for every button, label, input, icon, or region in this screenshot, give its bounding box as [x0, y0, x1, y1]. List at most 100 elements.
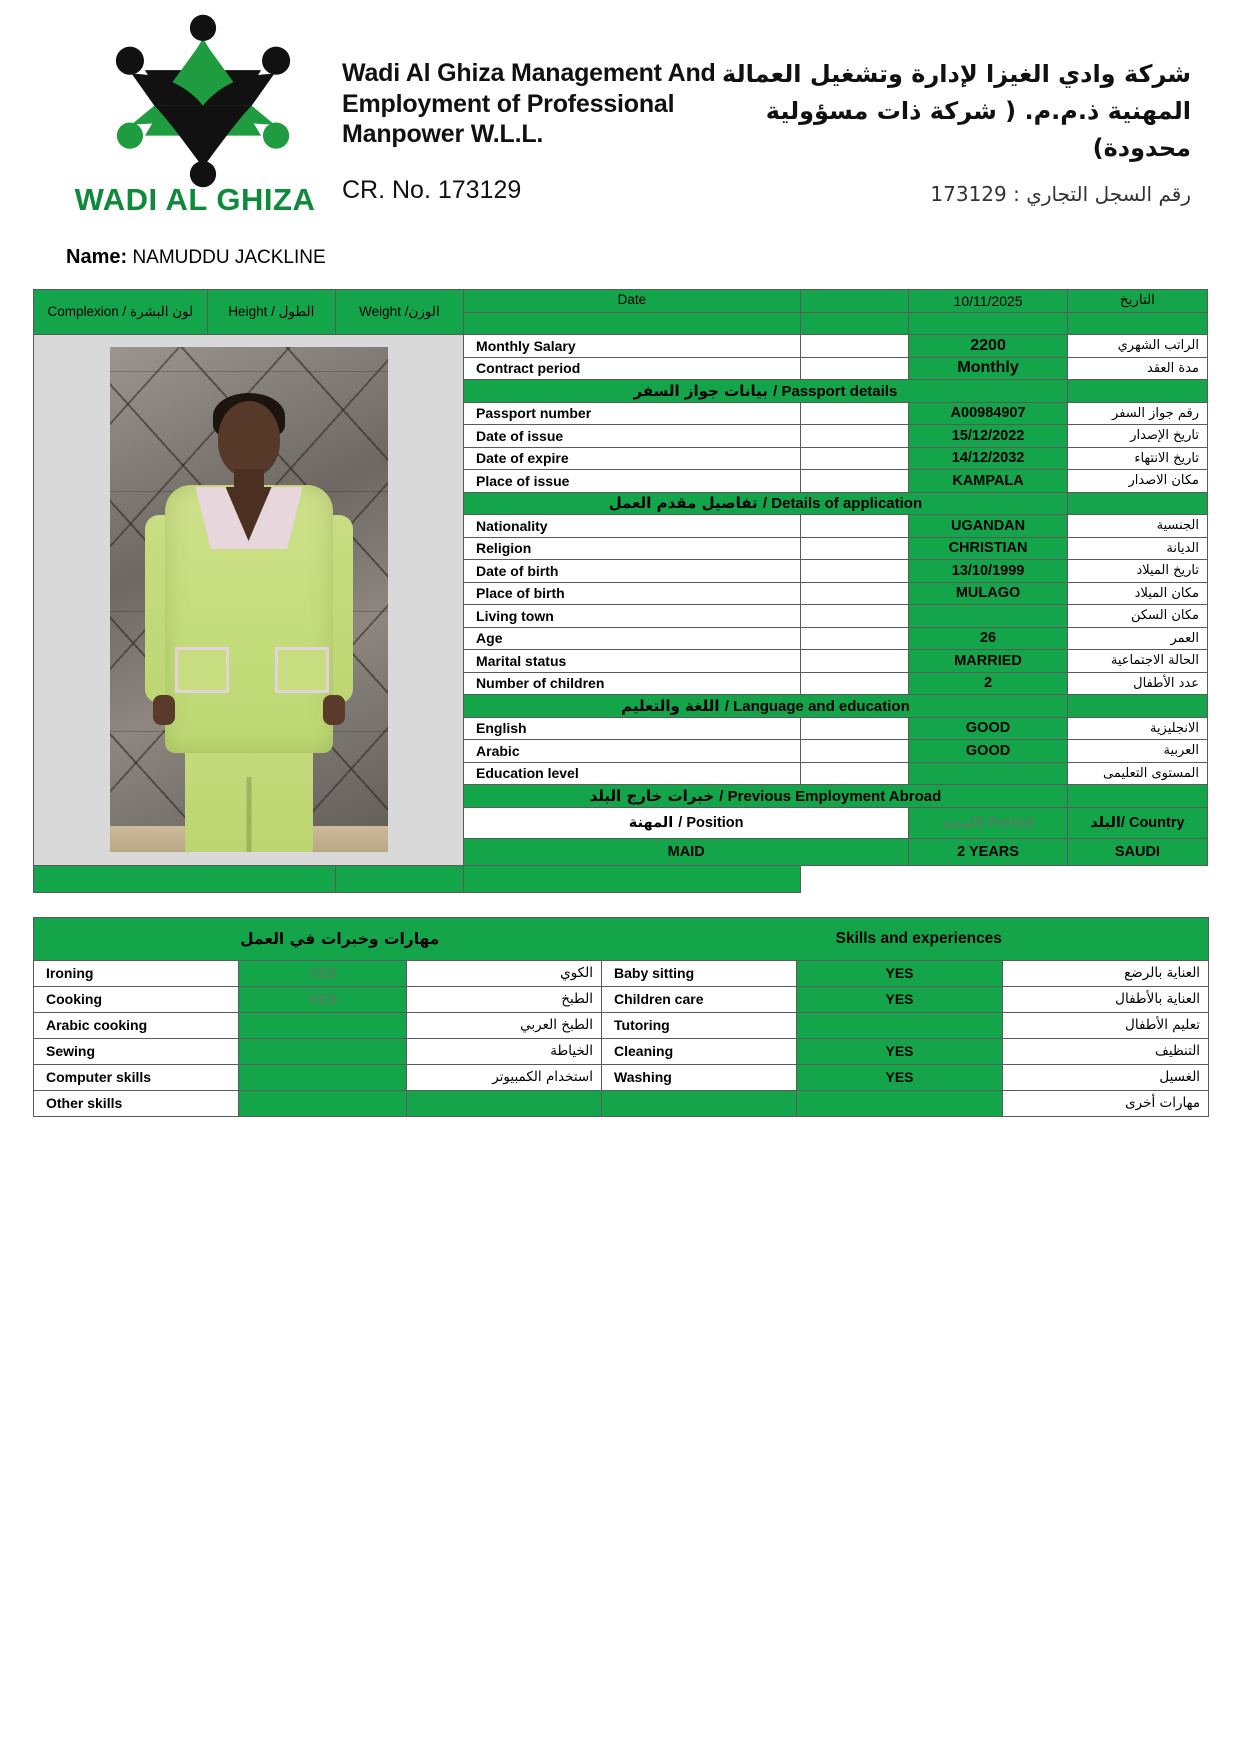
employment-position-1: MAID	[463, 837, 910, 866]
place-of-birth-value: MULAGO	[908, 581, 1068, 605]
english-label: English	[463, 716, 801, 740]
table-row: Other skills مهارات أخرى	[33, 1089, 1210, 1117]
skill-computer-value	[238, 1063, 407, 1091]
arabic-label: Arabic	[463, 739, 801, 763]
marital-status-value: MARRIED	[908, 649, 1068, 673]
nationality-label-arabic: الجنسية	[1066, 514, 1209, 538]
date-of-issue-spacer	[799, 424, 910, 448]
place-of-birth-label: Place of birth	[463, 581, 801, 605]
monthly-salary-value: 2200	[908, 334, 1068, 358]
table-row: Age 26 العمر	[34, 626, 1209, 650]
table-row: Place of issue KAMPALA مكان الاصدار	[34, 469, 1209, 493]
passport-number-label-arabic: رقم جواز السفر	[1066, 401, 1209, 425]
skill-cleaning-label: Cleaning	[601, 1037, 797, 1065]
passport-number-value: A00984907	[908, 401, 1068, 425]
table-row: Date of issue 15/12/2022 تاريخ الإصدار	[34, 424, 1209, 448]
date-of-expire-label: Date of expire	[463, 446, 801, 470]
religion-label-arabic: الديانة	[1066, 536, 1209, 560]
monthly-salary-spacer	[799, 334, 910, 358]
age-value: 26	[908, 626, 1068, 650]
table-row	[34, 311, 1209, 335]
employment-position-2	[33, 864, 336, 893]
person-hand-right	[322, 695, 345, 725]
contract-period-spacer	[799, 356, 910, 380]
document-header: WADI AL GHIZA Wadi Al Ghiza Management A…	[0, 0, 1241, 230]
table-row: Living town مكان السكن	[34, 604, 1209, 628]
contract-period-label: Contract period	[463, 356, 801, 380]
date-spacer-cell	[799, 289, 910, 313]
nationality-label: Nationality	[463, 514, 801, 538]
applicant-name-value: NAMUDDU JACKLINE	[132, 247, 326, 268]
marital-status-label: Marital status	[463, 649, 801, 673]
education-level-label-arabic: المستوى التعليمى	[1066, 761, 1209, 785]
english-label-arabic: الانجليزية	[1066, 716, 1209, 740]
country-header-ar: البلد	[1090, 814, 1121, 831]
skill-tutoring-label-arabic: تعليم الأطفال	[1001, 1011, 1210, 1039]
company-text-block-arabic: شركة وادي الغيزا لإدارة وتشغيل العمالة ا…	[722, 12, 1201, 206]
employment-country-2	[463, 864, 801, 893]
wadi-al-ghiza-star-logo-icon	[108, 12, 298, 190]
table-row: Monthly Salary 2200 الراتب الشهري	[32, 334, 1209, 866]
table-row: Details of application / تفاصيل مقدم الع…	[34, 491, 1209, 515]
skill-cleaning-value: YES	[796, 1037, 1003, 1065]
date-header-arabic: التاريخ	[1066, 289, 1209, 313]
nationality-spacer	[799, 514, 910, 538]
date-of-expire-spacer	[799, 446, 910, 470]
company-name-arabic: شركة وادي الغيزا لإدارة وتشغيل العمالة ا…	[722, 60, 1191, 163]
skills-and-experiences-table: مهارات وخبرات في العمل Skills and experi…	[32, 916, 1210, 1117]
nationality-value: UGANDAN	[908, 514, 1068, 538]
employment-section-en: Previous Employment Abroad /	[719, 787, 942, 805]
header-filler-1	[463, 311, 801, 335]
skill-arabic-cooking-value	[238, 1011, 407, 1039]
skill-baby-sitting-label: Baby sitting	[601, 959, 797, 987]
employment-section-ar: خبرات خارج البلد	[589, 786, 715, 805]
passport-section-ar: بيانات جواز السفر	[633, 381, 768, 400]
language-section-arabic-filler	[1066, 694, 1209, 718]
table-row: MAID 2 YEARS SAUDI	[34, 837, 1209, 866]
passport-section-en: Passport details /	[773, 382, 898, 400]
date-of-issue-value: 15/12/2022	[908, 424, 1068, 448]
photo-person	[110, 347, 388, 852]
number-of-children-spacer	[799, 671, 910, 695]
table-row: Ironing YES الكوي Baby sitting YES العنا…	[33, 959, 1210, 987]
country-header-en: Country /	[1120, 814, 1185, 831]
table-row: Position / المهنة Period /المدة Country …	[34, 806, 1209, 839]
age-label-arabic: العمر	[1066, 626, 1209, 650]
position-header-ar: المهنة	[628, 814, 674, 831]
skill-washing-label: Washing	[601, 1063, 797, 1091]
table-row: Computer skills استخدام الكمبيوتر Washin…	[33, 1063, 1210, 1091]
religion-value: CHRISTIAN	[908, 536, 1068, 560]
language-section-ar: اللغة والتعليم	[621, 696, 720, 715]
arabic-spacer	[799, 739, 910, 763]
application-section-header: Details of application / تفاصيل مقدم الع…	[463, 491, 1068, 515]
name-separator: :	[120, 246, 128, 268]
skill-other-label-arabic: مهارات أخرى	[1001, 1089, 1210, 1117]
header-filler-2	[799, 311, 910, 335]
skill-washing-value: YES	[796, 1063, 1003, 1091]
main-table-wrapper: Complexion / لون البشرة Height / الطول W…	[0, 289, 1241, 893]
education-level-value	[908, 761, 1068, 785]
date-of-expire-value: 14/12/2032	[908, 446, 1068, 470]
employment-section-header: Previous Employment Abroad / خبرات خارج …	[463, 784, 1068, 808]
marital-status-spacer	[799, 649, 910, 673]
skill-other-filler-3	[796, 1089, 1003, 1117]
application-section-en: Details of application /	[762, 495, 923, 513]
skill-arabic-cooking-label-arabic: الطبخ العربي	[406, 1011, 602, 1039]
language-section-header: Language and education / اللغة والتعليم	[463, 694, 1068, 718]
skill-sewing-label: Sewing	[33, 1037, 239, 1065]
date-of-birth-spacer	[799, 559, 910, 583]
contract-period-value: Monthly	[908, 356, 1068, 380]
language-section-en: Language and education /	[724, 697, 910, 715]
english-value: GOOD	[908, 716, 1068, 740]
education-level-spacer	[799, 761, 910, 785]
application-section-arabic-filler	[1066, 491, 1209, 515]
contract-period-label-arabic: مدة العقد	[1066, 356, 1209, 380]
place-of-birth-label-arabic: مكان الميلاد	[1066, 581, 1209, 605]
skill-ironing-value: YES	[238, 959, 407, 987]
skill-computer-label: Computer skills	[33, 1063, 239, 1091]
number-of-children-value: 2	[908, 671, 1068, 695]
table-row: Passport number A00984907 رقم جواز السفر	[34, 401, 1209, 425]
table-row: Place of birth MULAGO مكان الميلاد	[34, 581, 1209, 605]
table-row: Marital status MARRIED الحالة الاجتماعية	[34, 649, 1209, 673]
skill-other-label: Other skills	[33, 1089, 239, 1117]
